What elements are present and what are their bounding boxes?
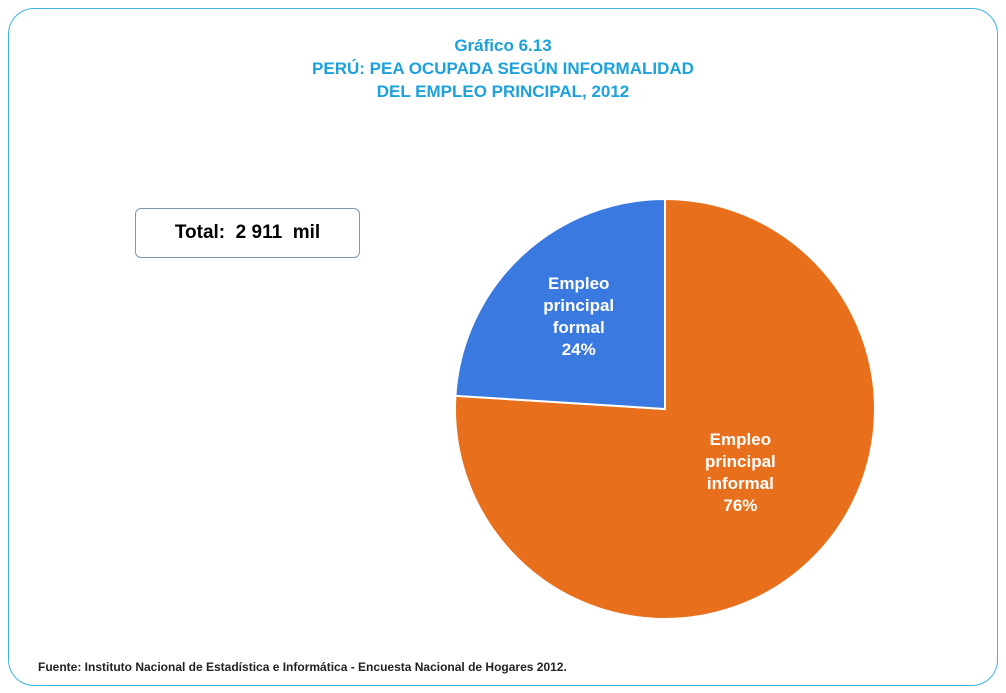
- slice-label: Empleo principal informal 76%: [690, 429, 790, 517]
- slice-value: 24%: [561, 340, 596, 360]
- chart-title: Gráfico 6.13: [454, 36, 552, 55]
- slice-value: 76%: [723, 496, 758, 516]
- chart-title: DEL EMPLEO PRINCIPAL, 2012: [376, 82, 630, 101]
- slice-label: Empleo principal formal 24%: [529, 273, 629, 361]
- frame: [8, 8, 998, 686]
- pie-slice: [454, 197, 666, 411]
- pie-slice: [454, 197, 876, 620]
- annotation: Total: 2 911 mil: [135, 208, 360, 258]
- source-note: Fuente: Instituto Nacional de Estadístic…: [38, 660, 567, 674]
- slice-category: Empleo principal formal: [543, 274, 615, 338]
- slice-category: Empleo principal informal: [704, 430, 776, 494]
- chart-title: PERÚ: PEA OCUPADA SEGÚN INFORMALIDAD: [312, 59, 694, 78]
